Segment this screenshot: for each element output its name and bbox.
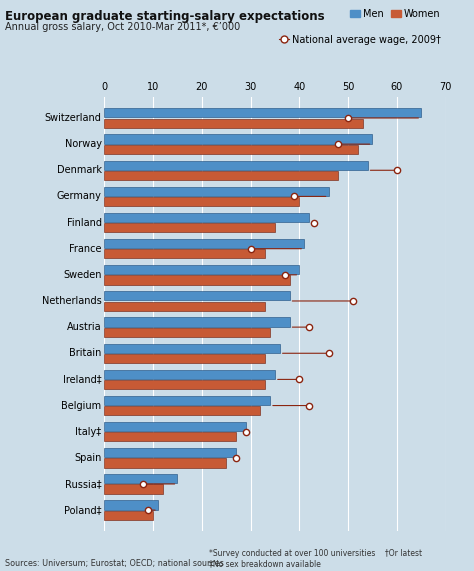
Bar xyxy=(104,119,363,128)
Bar xyxy=(104,144,358,154)
Bar xyxy=(104,406,260,415)
Bar xyxy=(104,432,236,441)
Text: *Survey conducted at over 100 universities    †Or latest: *Survey conducted at over 100 universiti… xyxy=(209,549,422,558)
Bar xyxy=(104,448,236,457)
Bar xyxy=(104,380,265,389)
Bar xyxy=(104,370,275,379)
Bar xyxy=(104,265,299,274)
Bar xyxy=(104,213,309,222)
Text: Sources: Universum; Eurostat; OECD; national sources: Sources: Universum; Eurostat; OECD; nati… xyxy=(5,559,224,568)
Bar xyxy=(104,301,265,311)
Bar xyxy=(104,500,158,509)
Text: ‡No sex breakdown available: ‡No sex breakdown available xyxy=(209,559,320,568)
Bar xyxy=(104,396,270,405)
Bar xyxy=(104,344,280,353)
Bar xyxy=(104,317,290,327)
Bar xyxy=(104,160,367,170)
Bar xyxy=(104,171,338,180)
Text: European graduate starting-salary expectations: European graduate starting-salary expect… xyxy=(5,10,324,23)
Bar xyxy=(104,275,290,284)
Bar xyxy=(104,328,270,337)
Bar xyxy=(104,459,226,468)
Bar xyxy=(104,485,163,494)
Bar xyxy=(104,249,265,258)
Text: Annual gross salary, Oct 2010-Mar 2011*, €’000: Annual gross salary, Oct 2010-Mar 2011*,… xyxy=(5,22,240,32)
Bar xyxy=(104,291,290,300)
Bar xyxy=(104,239,304,248)
Bar xyxy=(104,510,153,520)
Bar xyxy=(104,422,246,431)
Bar xyxy=(104,197,299,206)
Legend: National average wage, 2009†: National average wage, 2009† xyxy=(279,35,441,45)
Bar xyxy=(104,187,328,196)
Bar xyxy=(104,475,177,484)
Bar xyxy=(104,134,373,143)
Bar xyxy=(104,354,265,363)
Bar xyxy=(104,108,421,118)
Bar xyxy=(104,223,275,232)
